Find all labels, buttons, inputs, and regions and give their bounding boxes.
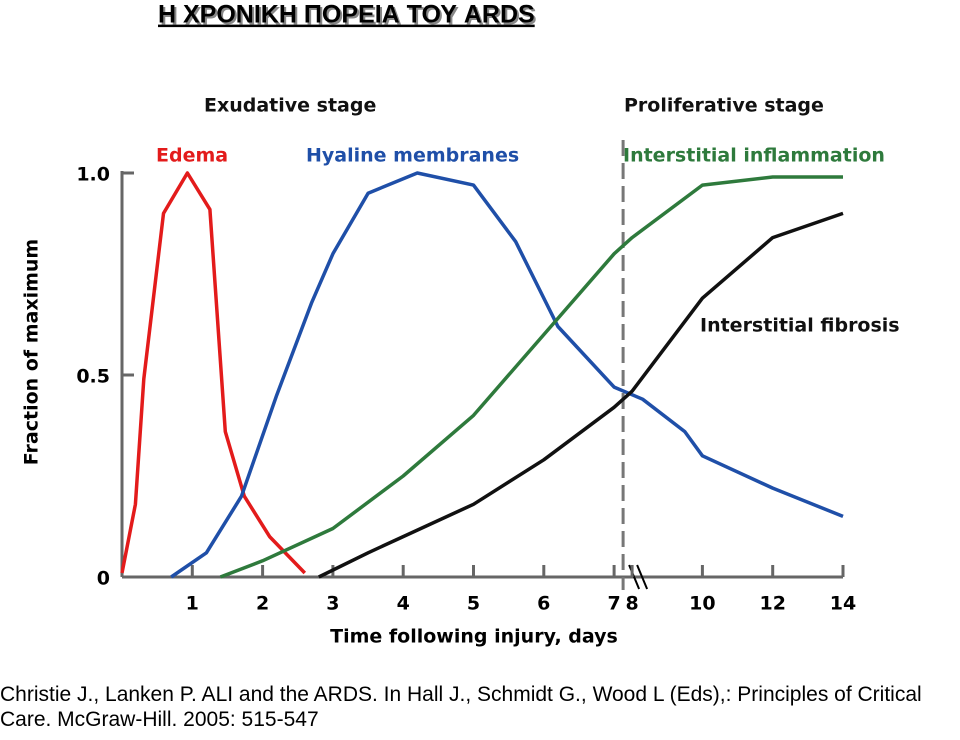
x-tick-label: 6 [537,593,550,615]
x-tick-label: 8 [625,593,638,615]
series-label: Interstitial fibrosis [700,315,900,337]
series-line [120,171,307,575]
series-line [219,175,843,579]
x-tick-label: 10 [689,593,715,615]
x-tick-label: 5 [467,593,480,615]
series-line [170,171,844,579]
x-tick-label: 14 [830,593,856,615]
x-tick-label: 3 [326,593,339,615]
x-tick-label: 2 [256,593,269,615]
citation: Christie J., Lanken P. ALI and the ARDS.… [0,683,922,731]
stage-annotation: Proliferative stage [624,95,824,117]
title: Η ΧΡΟΝΙΚΗ ΠΟΡΕΙΑ ΤΟΥ ARDS [158,1,535,29]
x-tick-label: 7 [607,593,620,615]
y-tick-label: 0 [97,568,110,590]
y-tick-label: 0.5 [76,366,110,388]
series-label: Hyaline membranes [306,145,519,167]
citation-box: Christie J., Lanken P. ALI and the ARDS.… [0,683,922,731]
title-shadow: Η ΧΡΟΝΙΚΗ ΠΟΡΕΙΑ ΤΟΥ ARDS [160,3,537,31]
x-tick-label: 4 [397,593,410,615]
y-tick-label: 1.0 [76,164,110,186]
stage-annotation: Exudative stage [204,95,376,117]
y-axis-label: Fraction of maximum [21,239,43,465]
series-line [318,211,844,579]
series-label: Interstitial inflammation [623,145,885,167]
x-tick-label: 1 [186,593,199,615]
x-tick-label: 12 [759,593,785,615]
x-axis-label: Time following injury, days [330,626,618,648]
series-label: Edema [156,145,228,167]
